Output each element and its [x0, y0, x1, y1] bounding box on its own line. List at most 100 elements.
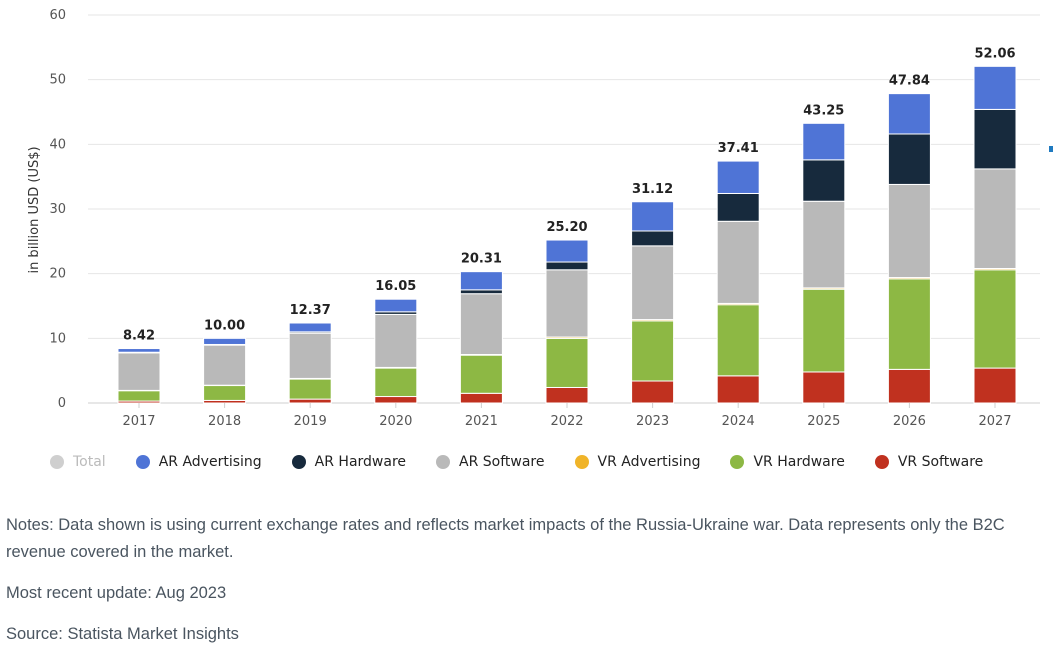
x-tick-label: 2021 — [465, 414, 498, 429]
bar-segment[interactable] — [632, 381, 674, 403]
bar-segment[interactable] — [204, 386, 246, 401]
bar-segment[interactable] — [888, 279, 930, 370]
bar-segment[interactable] — [803, 372, 845, 403]
bar-segment[interactable] — [460, 272, 502, 290]
total-label: 31.12 — [632, 182, 673, 197]
total-label: 8.42 — [123, 329, 155, 344]
bar-segment[interactable] — [717, 221, 759, 303]
bar-segment[interactable] — [118, 349, 160, 353]
bar-segment[interactable] — [460, 355, 502, 393]
y-tick-label: 20 — [49, 267, 66, 282]
bar-segment[interactable] — [632, 202, 674, 231]
x-tick-label: 2026 — [893, 414, 926, 429]
bar-segment[interactable] — [888, 94, 930, 134]
legend-dot — [875, 455, 889, 469]
x-tick-label: 2023 — [636, 414, 669, 429]
notes-text: Notes: Data shown is using current excha… — [6, 512, 1046, 566]
legend-label: AR Software — [459, 454, 544, 470]
total-label: 16.05 — [375, 279, 416, 294]
bar-segment[interactable] — [717, 376, 759, 403]
bar-segment[interactable] — [974, 169, 1016, 269]
bar-segment[interactable] — [118, 353, 160, 391]
x-tick-label: 2019 — [294, 414, 327, 429]
x-tick-label: 2018 — [208, 414, 241, 429]
bar-segment[interactable] — [460, 393, 502, 403]
x-tick-label: 2027 — [978, 414, 1011, 429]
total-label: 10.00 — [204, 318, 245, 333]
legend-item-vr-hardware[interactable]: VR Hardware — [730, 454, 844, 470]
bar-segment[interactable] — [803, 289, 845, 372]
y-tick-label: 30 — [49, 202, 66, 217]
bar-segment[interactable] — [118, 391, 160, 401]
bar-segment[interactable] — [974, 109, 1016, 168]
bar-segment[interactable] — [974, 66, 1016, 109]
bar-segment[interactable] — [546, 240, 588, 262]
total-label: 12.37 — [290, 303, 331, 318]
bar-segment[interactable] — [375, 368, 417, 396]
bar-segment[interactable] — [803, 123, 845, 160]
bar-segment[interactable] — [546, 387, 588, 403]
bar-segment[interactable] — [717, 193, 759, 221]
legend-label: VR Advertising — [598, 454, 701, 470]
bar-segment[interactable] — [375, 397, 417, 403]
bar-segment[interactable] — [974, 368, 1016, 403]
bar-segment[interactable] — [803, 160, 845, 201]
y-axis-label: in billion USD (US$) — [27, 146, 42, 273]
x-tick-label: 2025 — [807, 414, 840, 429]
bar-segment[interactable] — [289, 333, 331, 378]
bar-segment[interactable] — [546, 270, 588, 337]
y-tick-label: 40 — [49, 137, 66, 152]
bar-segment[interactable] — [546, 262, 588, 270]
update-text: Most recent update: Aug 2023 — [6, 580, 1046, 607]
legend-label: AR Hardware — [315, 454, 406, 470]
legend-item-ar-hardware[interactable]: AR Hardware — [292, 454, 406, 470]
legend-label: VR Hardware — [753, 454, 844, 470]
bar-segment[interactable] — [460, 294, 502, 355]
total-label: 20.31 — [461, 252, 502, 267]
total-label: 37.41 — [718, 141, 759, 156]
bar-segment[interactable] — [974, 270, 1016, 368]
legend-dot — [292, 455, 306, 469]
x-axis-ticks: 2017 2018 2019 2020 2021 2022 2023 2024 2025 2026… — [122, 403, 1011, 429]
bar-segment[interactable] — [632, 231, 674, 246]
bar-segment[interactable] — [375, 314, 417, 367]
y-tick-label: 0 — [58, 396, 66, 411]
legend-item-total[interactable]: Total — [50, 454, 106, 470]
bar-segment[interactable] — [803, 201, 845, 288]
x-tick-label: 2020 — [379, 414, 412, 429]
legend-item-vr-software[interactable]: VR Software — [875, 454, 983, 470]
legend-item-ar-advertising[interactable]: AR Advertising — [136, 454, 262, 470]
bar-segment[interactable] — [289, 323, 331, 332]
bar-segment[interactable] — [632, 246, 674, 320]
legend: Total AR Advertising AR Hardware AR Soft… — [50, 452, 1013, 472]
legend-label: Total — [73, 454, 106, 470]
legend-label: VR Software — [898, 454, 983, 470]
total-label: 47.84 — [889, 74, 930, 89]
bar-segment[interactable] — [289, 379, 331, 399]
bar-segment[interactable] — [204, 338, 246, 344]
bar-segment[interactable] — [460, 290, 502, 294]
y-tick-label: 60 — [49, 8, 66, 23]
bar-segment[interactable] — [289, 399, 331, 403]
legend-dot — [436, 455, 450, 469]
y-tick-label: 10 — [49, 331, 66, 346]
legend-item-vr-advertising[interactable]: VR Advertising — [575, 454, 701, 470]
bar-segment[interactable] — [204, 345, 246, 385]
bar-segment[interactable] — [546, 338, 588, 387]
bar-segment[interactable] — [888, 184, 930, 277]
legend-dot — [50, 455, 64, 469]
bar-segment[interactable] — [717, 305, 759, 376]
total-label: 43.25 — [803, 103, 844, 118]
legend-item-ar-software[interactable]: AR Software — [436, 454, 544, 470]
x-tick-label: 2024 — [722, 414, 755, 429]
bar-segment[interactable] — [888, 134, 930, 184]
bar-segment[interactable] — [888, 369, 930, 403]
bar-segment[interactable] — [632, 321, 674, 381]
bar-segment[interactable] — [717, 161, 759, 193]
x-tick-label: 2017 — [122, 414, 155, 429]
bar-segment[interactable] — [375, 299, 417, 312]
x-tick-label: 2022 — [550, 414, 583, 429]
legend-dot — [136, 455, 150, 469]
